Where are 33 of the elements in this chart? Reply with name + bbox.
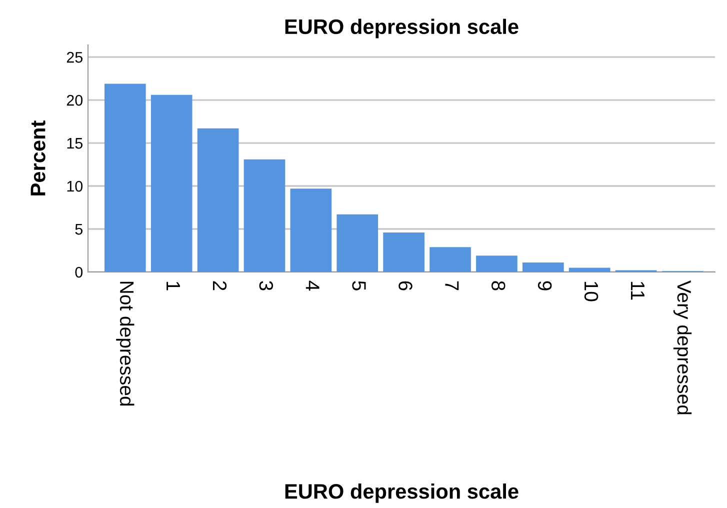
x-tick-label: Very depressed: [673, 280, 692, 414]
bar: [290, 188, 332, 272]
x-tick-label: 11: [631, 282, 644, 300]
x-axis-title: EURO depression scale: [285, 484, 518, 503]
x-tick-label: 3: [259, 281, 274, 290]
bar: [522, 262, 564, 272]
y-tick-label: 5: [75, 224, 82, 235]
y-tick-label: 20: [66, 94, 83, 106]
chart-title: EURO depression scale: [285, 18, 518, 38]
x-tick-label: 8: [491, 281, 506, 290]
x-tick-label: 6: [398, 281, 412, 290]
bar: [568, 268, 610, 272]
x-tick-label: 10: [584, 282, 598, 302]
y-tick-label: 10: [67, 180, 83, 192]
x-tick-label: 9: [538, 281, 552, 290]
x-tick-label: 1: [166, 282, 180, 290]
y-axis-title: Percent: [30, 120, 46, 196]
y-tick-label: 25: [66, 52, 82, 63]
bar: [476, 256, 518, 272]
x-tick-label: Not depressed: [116, 282, 134, 406]
bar: [336, 214, 378, 272]
bar: [430, 247, 471, 272]
x-tick-label: 2: [213, 281, 227, 290]
bar: [383, 232, 424, 272]
bar: [104, 84, 146, 272]
y-tick-label: 0: [75, 266, 83, 278]
bar: [197, 128, 239, 272]
bar: [150, 94, 192, 272]
bar: [244, 159, 286, 272]
x-tick-label: 5: [352, 281, 366, 290]
y-tick-label: 15: [67, 138, 82, 149]
x-tick-label: 4: [306, 280, 320, 291]
x-tick-label: 7: [445, 281, 459, 290]
